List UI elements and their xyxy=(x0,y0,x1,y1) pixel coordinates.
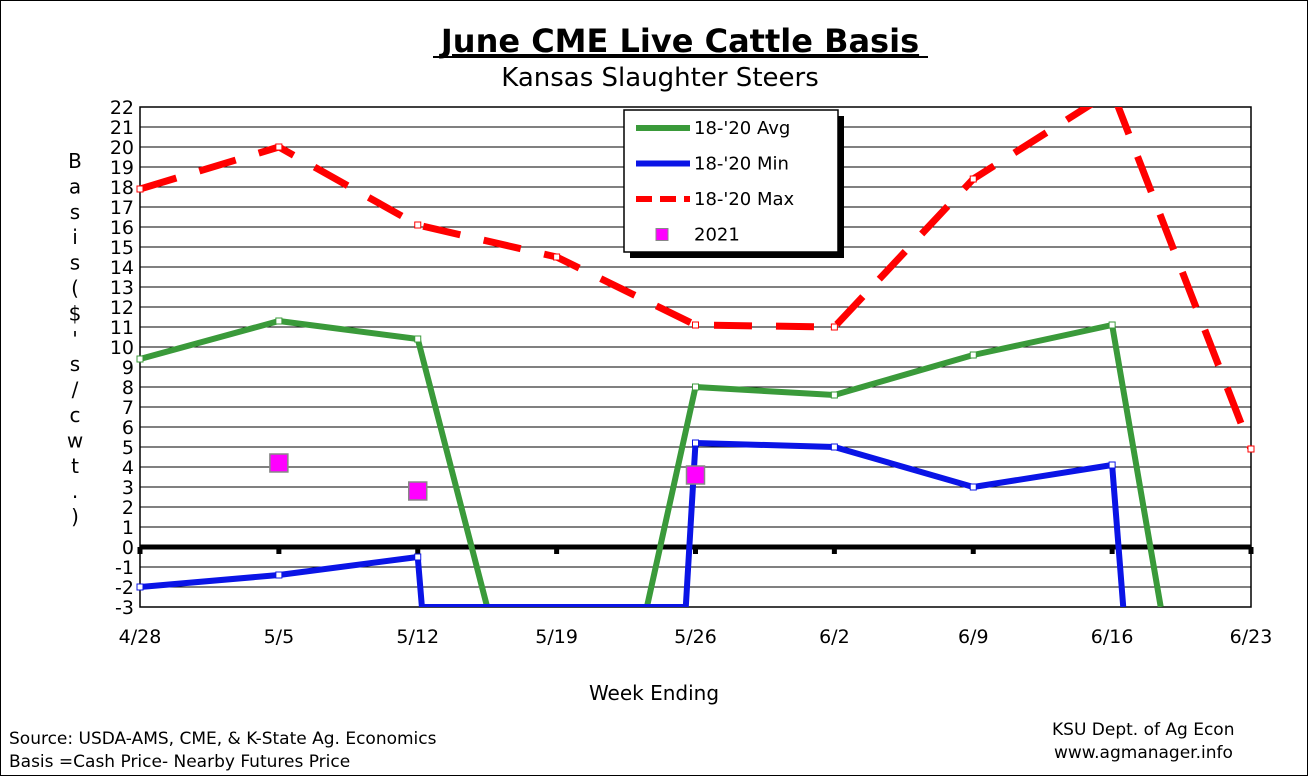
x-tick-label: 6/9 xyxy=(958,626,989,648)
series-marker xyxy=(136,355,144,363)
scatter-point-2021 xyxy=(408,481,428,501)
x-tick-label: 6/23 xyxy=(1230,626,1273,648)
y-label-char: s xyxy=(70,352,80,376)
series-layer xyxy=(140,107,1251,607)
series-marker xyxy=(692,321,699,329)
y-tick-label: 8 xyxy=(122,377,134,399)
y-tick-label: 3 xyxy=(122,477,134,499)
y-label-char: ) xyxy=(71,505,79,529)
y-tick-label: -1 xyxy=(115,557,134,579)
series-marker xyxy=(830,443,838,451)
series-marker xyxy=(275,317,283,325)
series-marker xyxy=(1108,321,1116,329)
y-label-char: ' xyxy=(72,327,78,351)
y-tick-label: 11 xyxy=(110,317,134,339)
x-tick-label: 5/5 xyxy=(264,626,295,648)
x-tick-label: 5/19 xyxy=(535,626,578,648)
scatter-point-2021 xyxy=(269,453,289,473)
y-tick-label: 4 xyxy=(122,457,134,479)
scatter-2021-layer xyxy=(269,453,706,501)
y-tick-label: 13 xyxy=(110,277,134,299)
series-marker xyxy=(136,583,144,591)
series-marker xyxy=(414,553,422,561)
series-marker xyxy=(692,439,699,447)
x-tick-label: 6/16 xyxy=(1091,626,1134,648)
y-label-char: c xyxy=(70,403,81,427)
y-tick-label: 17 xyxy=(110,197,134,219)
y-tick-label: 18 xyxy=(110,177,134,199)
x-tick-label: 5/26 xyxy=(674,626,717,648)
chart-title: June CME Live Cattle Basis xyxy=(439,22,919,60)
y-tick-label: 15 xyxy=(110,237,134,259)
y-axis-label: Basis($'s/cwt.) xyxy=(67,149,83,529)
series-marker xyxy=(1108,461,1116,469)
y-tick-label: 5 xyxy=(122,437,134,459)
y-tick-label: 10 xyxy=(110,337,134,359)
y-tick-label: -3 xyxy=(115,597,134,619)
legend-label: 2021 xyxy=(694,225,740,246)
y-tick-label: 21 xyxy=(110,117,134,139)
y-label-char: . xyxy=(72,479,78,503)
legend-label: 18-'20 Min xyxy=(694,154,789,175)
legend-entries: 18-'20 Avg 18-'20 Min 18-'20 Max 2021 xyxy=(636,118,795,246)
legend-label: 18-'20 Avg xyxy=(694,118,790,139)
y-tick-label: 9 xyxy=(122,357,134,379)
series-line-2 xyxy=(140,107,1251,451)
legend-label: 18-'20 Max xyxy=(694,189,795,210)
x-axis-ticks: 4/28 5/5 5/12 5/19 5/26 6/2 6/9 6/16 6/23 xyxy=(119,547,1273,648)
legend-swatch xyxy=(655,228,669,241)
series-marker xyxy=(830,323,838,331)
series-marker xyxy=(414,221,422,229)
series-marker xyxy=(692,383,699,391)
y-tick-label: 19 xyxy=(110,157,134,179)
x-tick-label: 5/12 xyxy=(396,626,439,648)
legend: 18-'20 Avg 18-'20 Min 18-'20 Max 2021 xyxy=(623,109,844,258)
y-label-char: t xyxy=(71,454,79,478)
markers-layer xyxy=(136,143,1255,591)
series-marker xyxy=(969,175,977,183)
series-line-1 xyxy=(140,440,1127,607)
y-label-char: s xyxy=(70,251,80,275)
scatter-point-2021 xyxy=(685,465,706,485)
y-tick-label: -2 xyxy=(115,577,134,599)
series-marker xyxy=(275,143,283,151)
y-axis-ticks: -3-2-10123456789101112131415161718192021… xyxy=(110,97,134,619)
x-tick-label: 6/2 xyxy=(819,626,850,648)
y-tick-label: 2 xyxy=(122,497,134,519)
org-credit: KSU Dept. of Ag Econ xyxy=(1052,720,1235,740)
series-marker xyxy=(830,391,838,399)
source-note: Source: USDA-AMS, CME, & K-State Ag. Eco… xyxy=(9,729,437,749)
series-marker xyxy=(1247,445,1255,453)
y-label-char: B xyxy=(68,149,82,173)
x-axis-label: Week Ending xyxy=(589,681,719,705)
y-label-char: ( xyxy=(71,276,79,300)
y-tick-label: 22 xyxy=(110,97,134,119)
series-marker xyxy=(136,185,144,193)
website-credit: www.agmanager.info xyxy=(1054,743,1233,763)
series-marker xyxy=(969,351,977,359)
x-tick-label: 4/28 xyxy=(119,626,162,648)
y-label-char: i xyxy=(72,225,78,249)
y-label-char: / xyxy=(72,378,79,402)
y-tick-label: 20 xyxy=(110,137,134,159)
y-tick-label: 1 xyxy=(122,517,134,539)
series-marker xyxy=(553,253,561,261)
y-tick-label: 6 xyxy=(122,417,134,439)
chart-subtitle: Kansas Slaughter Steers xyxy=(501,63,818,93)
y-tick-label: 14 xyxy=(110,257,134,279)
series-marker xyxy=(414,335,422,343)
y-label-char: a xyxy=(69,174,81,198)
y-label-char: $ xyxy=(69,301,82,325)
series-line-0 xyxy=(140,318,1164,607)
y-tick-label: 0 xyxy=(122,537,134,559)
y-tick-label: 7 xyxy=(122,397,134,419)
basis-definition-note: Basis =Cash Price- Nearby Futures Price xyxy=(9,752,351,772)
y-label-char: s xyxy=(70,200,80,224)
series-marker xyxy=(969,483,977,491)
y-tick-label: 12 xyxy=(110,297,134,319)
y-tick-label: 16 xyxy=(110,217,134,239)
series-marker xyxy=(275,571,283,579)
y-label-char: w xyxy=(67,428,83,452)
